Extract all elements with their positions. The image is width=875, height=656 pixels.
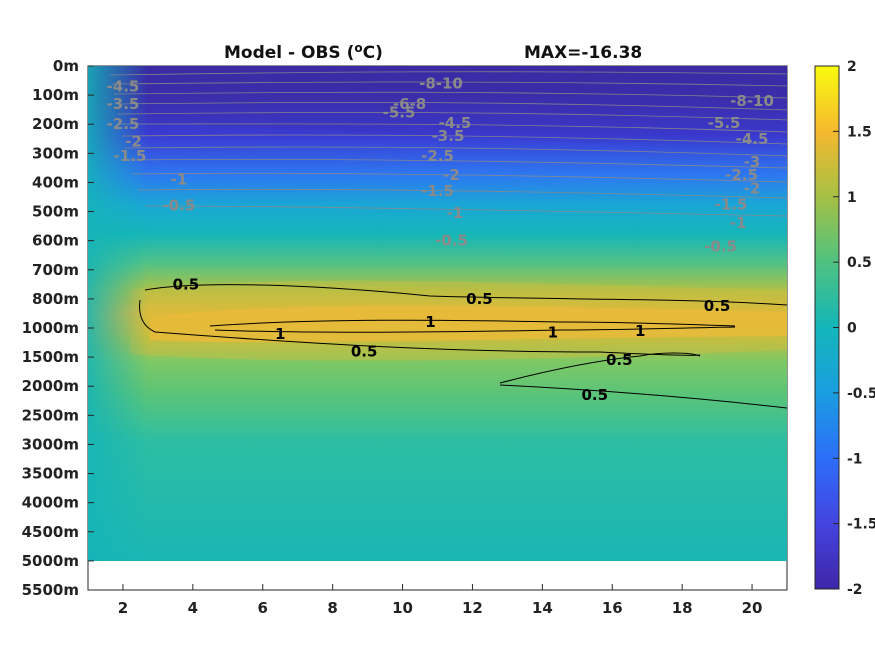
y-tick-label: 3500m [22,465,79,483]
y-tick-label: 200m [32,115,79,133]
contour-label: -1 [447,204,464,222]
x-tick-label: 8 [327,599,337,617]
colorbar-tick-label: -0.5 [847,386,875,402]
x-tick-label: 16 [602,599,623,617]
title-text-left: Model - OBS ( [224,43,354,63]
x-tick-label: 4 [188,599,198,617]
x-tick-label: 18 [672,599,693,617]
chart-title: Model - OBS (oC) MAX=-16.38 [224,41,642,63]
y-tick-label: 4000m [22,494,79,512]
y-tick-label: 100m [32,86,79,104]
contour-label: -0.5 [162,197,195,215]
contour-label: -2.5 [107,115,140,133]
contour-label: -8-10 [730,92,774,110]
y-tick-label: 300m [32,144,79,162]
positive-contours [139,284,787,409]
contour-label: -5.5 [708,114,741,132]
contour-label: -3.5 [107,95,140,113]
y-tick-label: 1500m [22,348,79,366]
title-unit-superscript: o [354,41,362,55]
x-tick-label: 2 [118,599,128,617]
y-tick-label: 800m [32,290,79,308]
colorbar-tick-label: -1 [847,451,863,467]
y-tick-label: 0m [53,57,79,75]
surface-cold-band [88,66,787,155]
colorbar-tick-label: -2 [847,582,863,598]
x-tick-label: 14 [532,599,553,617]
contour-label: -1 [730,214,747,232]
y-tick-label: 5000m [22,552,79,570]
colorbar-tick-label: 1 [847,190,857,206]
contour-label: -4.5 [439,114,472,132]
contour-label: 0.5 [606,351,633,369]
contour-label: 0.5 [173,275,200,293]
contour-label: -2 [744,179,761,197]
y-tick-label: 3000m [22,435,79,453]
y-axis: 0m 100m 200m 300m 400m 500m 600m 700m 800m 1000m 1… [22,57,94,599]
contour-label: -6-8 [393,95,426,113]
title-unit-end: C) [363,43,383,63]
contour-label: -1 [171,171,188,189]
y-tick-label: 700m [32,261,79,279]
warm-core [150,305,787,343]
contour-label: -2.5 [725,166,758,184]
contour-label: -0.5 [435,232,468,250]
contour-label: -2 [125,133,142,151]
contour-label: -8-10 [419,74,463,92]
y-tick-label: 400m [32,173,79,191]
negative-contours [109,71,787,217]
contour-label: -2 [443,166,460,184]
y-tick-label: 2500m [22,406,79,424]
svg-text:Model - OBS (oC): Model - OBS (oC) [224,41,383,63]
contour-label: 0.5 [704,297,731,315]
y-tick-label: 2000m [22,377,79,395]
colorbar-tick-label: 0 [847,321,857,337]
western-boundary [88,66,148,561]
x-tick-label: 20 [742,599,763,617]
colorbar-tick-label: 0.5 [847,255,872,271]
plot-area: -4.5-3.5-2.5-2-1.5-1-0.5-8-10-6-8-5.5-4.… [87,65,788,591]
x-tick-label: 6 [258,599,268,617]
contour-label: -3 [744,153,761,171]
title-max-value: MAX=-16.38 [524,43,642,63]
contour-label: -2.5 [421,147,454,165]
colorbar-tick-label: 1.5 [847,124,872,140]
x-tick-label: 10 [392,599,413,617]
contour-label: 1 [275,325,285,343]
colorbar-ticks: 2 1.5 1 0.5 0 -0.5 -1 -1.5 -2 [833,59,875,598]
contour-label: -4.5 [107,77,140,95]
x-axis: 2 4 6 8 10 12 14 16 18 20 [118,584,763,617]
colorbar-tick-label: -1.5 [847,517,875,533]
contour-label: -1.5 [421,182,454,200]
contour-label: 0.5 [351,342,378,360]
contour-label: -3.5 [432,127,465,145]
contour-label: -5.5 [383,104,416,122]
y-tick-label: 5500m [22,581,79,599]
contour-label: -0.5 [704,237,737,255]
contour-label: -1.5 [114,147,147,165]
contour-label: 0.5 [466,290,493,308]
y-tick-label: 600m [32,232,79,250]
contour-label: -1.5 [715,195,748,213]
y-tick-label: 500m [32,203,79,221]
contour-labels: -4.5-3.5-2.5-2-1.5-1-0.5-8-10-6-8-5.5-4.… [107,74,774,403]
contour-label: -4.5 [736,130,769,148]
contour-label: 0.5 [581,386,608,404]
contour-label: 1 [425,313,435,331]
contour-label: 1 [548,323,558,341]
colorbar-tick-label: 2 [847,59,857,75]
y-tick-label: 1000m [22,319,79,337]
x-tick-label: 12 [462,599,483,617]
contour-label: 1 [635,322,645,340]
y-tick-label: 4500m [22,523,79,541]
colorbar: 2 1.5 1 0.5 0 -0.5 -1 -1.5 -2 [814,59,875,598]
